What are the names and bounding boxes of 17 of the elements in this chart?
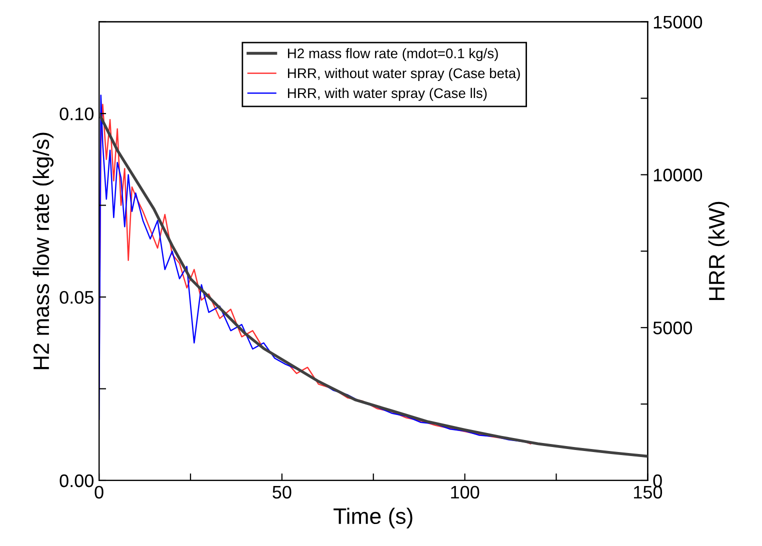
y2-tick-label: 5000 (653, 322, 692, 334)
y-tick-label: 0.10 (60, 108, 94, 120)
y-tick-label: 0.00 (60, 474, 94, 488)
legend-label: HRR, with water spray (Case lls) (288, 88, 487, 101)
y2-tick-label: 10000 (654, 168, 702, 182)
legend-label: H2 mass flow rate (mdot=0.1 kg/s) (288, 48, 498, 62)
y2-axis-title: HRR (kW) (708, 202, 730, 300)
y-tick-label: 0.05 (60, 290, 94, 304)
y2-tick-label: 15000 (654, 16, 702, 29)
x-tick-label: 100 (451, 486, 480, 499)
x-tick-label: 50 (272, 486, 292, 499)
x-tick-label: 150 (634, 486, 662, 499)
legend-label: HRR, without water spray (Case beta) (288, 68, 520, 81)
x-tick-label: 0 (94, 486, 104, 499)
x-axis-title: Time (s) (334, 508, 412, 528)
y-axis-title: H2 mass flow rate (kg/s) (32, 132, 54, 370)
line-series (99, 112, 648, 458)
